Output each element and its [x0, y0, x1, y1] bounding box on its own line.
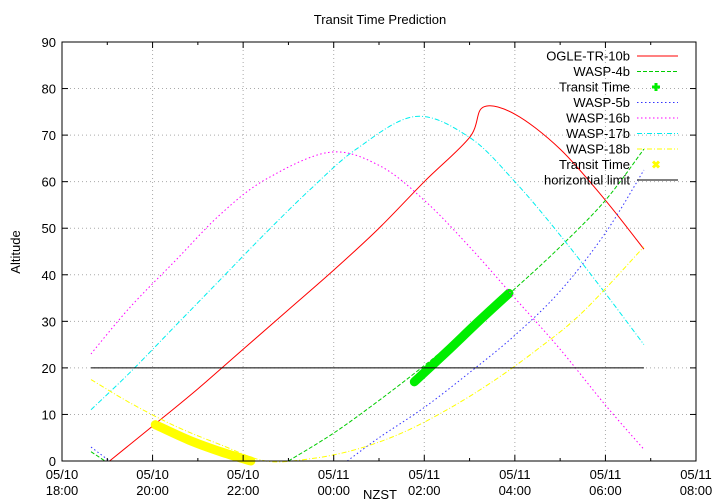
series-ogle-tr-10b-line: [109, 105, 645, 462]
legend-label: Transit Time: [559, 157, 630, 172]
legend-label: horizontial limit: [544, 173, 630, 188]
legend-label: WASP-16b: [566, 111, 630, 126]
legend-label: WASP-17b: [566, 126, 630, 141]
legend-label: WASP-4b: [573, 64, 630, 79]
y-tick-label: 20: [42, 361, 56, 376]
legend-label: WASP-5b: [573, 95, 630, 110]
plus-marker-icon: [652, 83, 660, 91]
legend-label: Transit Time: [559, 80, 630, 95]
legend-wasp-18b: WASP-18b: [566, 142, 678, 157]
series-transit-time-band: [150, 420, 256, 466]
legend-transit-time: Transit Time: [559, 80, 660, 95]
legend-label: WASP-18b: [566, 142, 630, 157]
series-group: [90, 105, 645, 466]
x-tick-date: 05/11: [318, 467, 350, 482]
x-tick-time: 00:00: [317, 483, 350, 498]
x-tick-time: 08:00: [680, 483, 713, 498]
legend-horizontial-limit: horizontial limit: [544, 173, 678, 188]
series-wasp-4b-line: [90, 451, 106, 462]
y-tick-label: 80: [42, 82, 56, 97]
y-tick-label: 30: [42, 314, 56, 329]
y-tick-label: 0: [49, 454, 56, 469]
y-tick-label: 10: [42, 407, 56, 422]
legend-wasp-17b: WASP-17b: [566, 126, 678, 141]
legend-wasp-4b: WASP-4b: [573, 64, 678, 79]
x-axis-label: NZST: [363, 487, 397, 502]
y-tick-label: 60: [42, 175, 56, 190]
x-tick-time: 02:00: [408, 483, 441, 498]
y-tick-label: 40: [42, 268, 56, 283]
x-tick-date: 05/11: [680, 467, 712, 482]
legend-label: OGLE-TR-10b: [546, 49, 630, 64]
x-tick-date: 05/10: [46, 467, 79, 482]
x-tick-date: 05/11: [499, 467, 531, 482]
legend-ogle-tr-10b: OGLE-TR-10b: [546, 49, 678, 64]
series-wasp-16b-line: [90, 151, 645, 450]
y-axis-label: Altitude: [8, 230, 23, 273]
y-tick-label: 90: [42, 35, 56, 50]
series-wasp-5b-line: [347, 169, 645, 462]
x-tick-time: 22:00: [227, 483, 260, 498]
legend-wasp-5b: WASP-5b: [573, 95, 678, 110]
x-tick-time: 06:00: [589, 483, 622, 498]
x-tick-date: 05/11: [408, 467, 440, 482]
x-tick-time: 20:00: [136, 483, 169, 498]
series-wasp-17b-line: [90, 115, 645, 411]
y-tick-label: 50: [42, 221, 56, 236]
cross-marker-icon: [651, 160, 661, 169]
x-tick-date: 05/10: [227, 467, 260, 482]
y-tick-label: 70: [42, 128, 56, 143]
legend-wasp-16b: WASP-16b: [566, 111, 678, 126]
x-tick-time: 18:00: [46, 483, 79, 498]
series-wasp-18b-line: [90, 246, 645, 463]
x-tick-date: 05/10: [136, 467, 169, 482]
legend-transit-time: Transit Time: [559, 157, 661, 172]
x-tick-time: 04:00: [499, 483, 532, 498]
x-tick-date: 05/11: [590, 467, 622, 482]
chart-title: Transit Time Prediction: [314, 12, 446, 27]
axis-ticks: 010203040506070809005/1018:0005/1020:000…: [42, 35, 713, 498]
series-transit-time-band: [409, 288, 514, 387]
